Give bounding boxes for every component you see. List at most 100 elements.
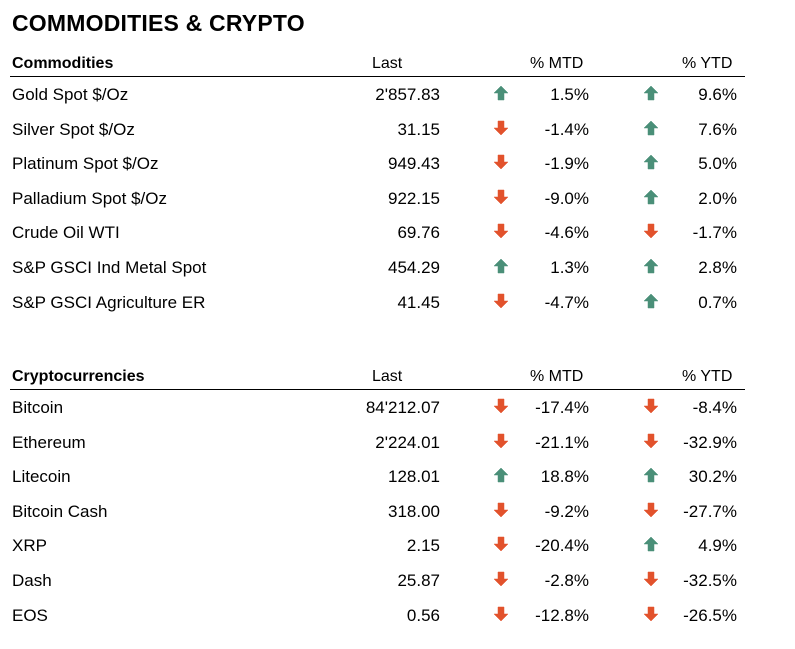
arrow-down-icon [493, 223, 509, 239]
row-last: 84'212.07 [365, 398, 440, 417]
arrow-down-icon [493, 293, 509, 309]
arrow-up-icon [643, 293, 659, 309]
arrow-down-icon [643, 571, 659, 587]
row-name: Silver Spot $/Oz [12, 119, 135, 139]
row-mtd: -1.4% [544, 119, 589, 139]
row-name: S&P GSCI Ind Metal Spot [12, 257, 207, 277]
row-name: EOS [12, 605, 48, 625]
row-ytd: 9.6% [698, 85, 737, 104]
table-header: Cryptocurrencies Last % MTD % YTD [10, 363, 745, 390]
header-name: Commodities [12, 55, 114, 72]
row-ytd: 0.7% [698, 292, 737, 312]
table-row: Silver Spot $/Oz 31.15 -1.4% 7.6% [10, 112, 745, 147]
row-last: 949.43 [388, 154, 440, 174]
row-name: Ethereum [12, 432, 86, 452]
row-last: 454.29 [388, 257, 440, 277]
row-ytd: 7.6% [698, 119, 737, 139]
row-ytd: -32.9% [683, 432, 737, 452]
arrow-down-icon [493, 536, 509, 552]
table-row: Bitcoin 84'212.07 -17.4% -8.4% [10, 390, 745, 425]
table-row: Litecoin 128.01 18.8% 30.2% [10, 459, 745, 494]
table-body: Gold Spot $/Oz 2'857.83 1.5% 9.6% Silver Spo… [10, 77, 745, 319]
row-mtd: -20.4% [535, 536, 589, 556]
row-last: 2.15 [406, 536, 440, 556]
arrow-down-icon [493, 433, 509, 449]
row-name: Dash [12, 570, 52, 590]
row-mtd: -2.8% [544, 570, 589, 590]
row-mtd: -21.1% [535, 432, 589, 452]
row-last: 2'224.01 [375, 432, 440, 452]
commodities-table: Commodities Last % MTD % YTD Gold Spot $… [10, 50, 745, 319]
table-row: S&P GSCI Ind Metal Spot 454.29 1.3% 2.8% [10, 250, 745, 285]
row-mtd: -1.9% [544, 154, 589, 174]
row-name: XRP [12, 536, 47, 556]
row-last: 31.15 [397, 119, 440, 139]
row-last: 318.00 [388, 501, 440, 521]
table-row: EOS 0.56 -12.8% -26.5% [10, 598, 745, 633]
arrow-down-icon [643, 606, 659, 622]
row-mtd: -4.7% [544, 292, 589, 312]
row-ytd: -8.4% [692, 398, 737, 417]
arrow-up-icon [643, 154, 659, 170]
arrow-down-icon [493, 571, 509, 587]
row-ytd: -27.7% [683, 501, 737, 521]
arrow-down-icon [493, 120, 509, 136]
row-name: Bitcoin [12, 398, 64, 417]
row-last: 922.15 [388, 188, 440, 208]
arrow-up-icon [493, 467, 509, 483]
arrow-up-icon [493, 258, 509, 274]
row-mtd: 1.3% [550, 257, 589, 277]
table-body: Bitcoin 84'212.07 -17.4% -8.4% Ethereum 2'224… [10, 390, 745, 632]
row-last: 128.01 [388, 467, 440, 487]
row-last: 41.45 [397, 292, 440, 312]
table-row: Bitcoin Cash 318.00 -9.2% -27.7% [10, 494, 745, 529]
row-ytd: 4.9% [698, 536, 737, 556]
header-mtd: % MTD [530, 368, 584, 385]
arrow-up-icon [643, 120, 659, 136]
table-row: Gold Spot $/Oz 2'857.83 1.5% 9.6% [10, 77, 745, 112]
row-name: S&P GSCI Agriculture ER [12, 292, 206, 312]
row-name: Palladium Spot $/Oz [12, 188, 167, 208]
arrow-down-icon [493, 398, 509, 414]
row-name: Bitcoin Cash [12, 501, 108, 521]
row-ytd: 30.2% [688, 467, 737, 487]
table-row: S&P GSCI Agriculture ER 41.45 -4.7% 0.7% [10, 285, 745, 320]
row-name: Platinum Spot $/Oz [12, 154, 159, 174]
header-name: Cryptocurrencies [12, 368, 145, 385]
table-row: Dash 25.87 -2.8% -32.5% [10, 563, 745, 598]
row-last: 69.76 [397, 223, 440, 243]
arrow-up-icon [643, 258, 659, 274]
arrow-down-icon [493, 606, 509, 622]
row-mtd: 18.8% [540, 467, 589, 487]
arrow-up-icon [643, 189, 659, 205]
arrow-up-icon [643, 536, 659, 552]
row-last: 25.87 [397, 570, 440, 590]
row-last: 0.56 [406, 605, 440, 625]
table-row: Crude Oil WTI 69.76 -4.6% -1.7% [10, 215, 745, 250]
arrow-up-icon [643, 467, 659, 483]
arrow-down-icon [643, 433, 659, 449]
crypto-table: Cryptocurrencies Last % MTD % YTD Bitcoi… [10, 363, 745, 632]
row-name: Crude Oil WTI [12, 223, 120, 243]
arrow-up-icon [493, 85, 509, 101]
arrow-up-icon [643, 85, 659, 101]
header-ytd: % YTD [682, 55, 733, 72]
row-name: Gold Spot $/Oz [12, 85, 129, 104]
row-mtd: -4.6% [544, 223, 589, 243]
row-mtd: -12.8% [535, 605, 589, 625]
arrow-down-icon [493, 189, 509, 205]
row-ytd: -26.5% [683, 605, 737, 625]
arrow-down-icon [643, 398, 659, 414]
arrow-down-icon [643, 502, 659, 518]
row-mtd: -17.4% [535, 398, 589, 417]
row-ytd: -1.7% [692, 223, 737, 243]
header-last: Last [372, 55, 403, 72]
table-row: XRP 2.15 -20.4% 4.9% [10, 528, 745, 563]
arrow-down-icon [493, 154, 509, 170]
row-mtd: -9.0% [544, 188, 589, 208]
table-row: Ethereum 2'224.01 -21.1% -32.9% [10, 425, 745, 460]
arrow-down-icon [493, 502, 509, 518]
row-ytd: -32.5% [683, 570, 737, 590]
row-name: Litecoin [12, 467, 71, 487]
header-mtd: % MTD [530, 55, 584, 72]
